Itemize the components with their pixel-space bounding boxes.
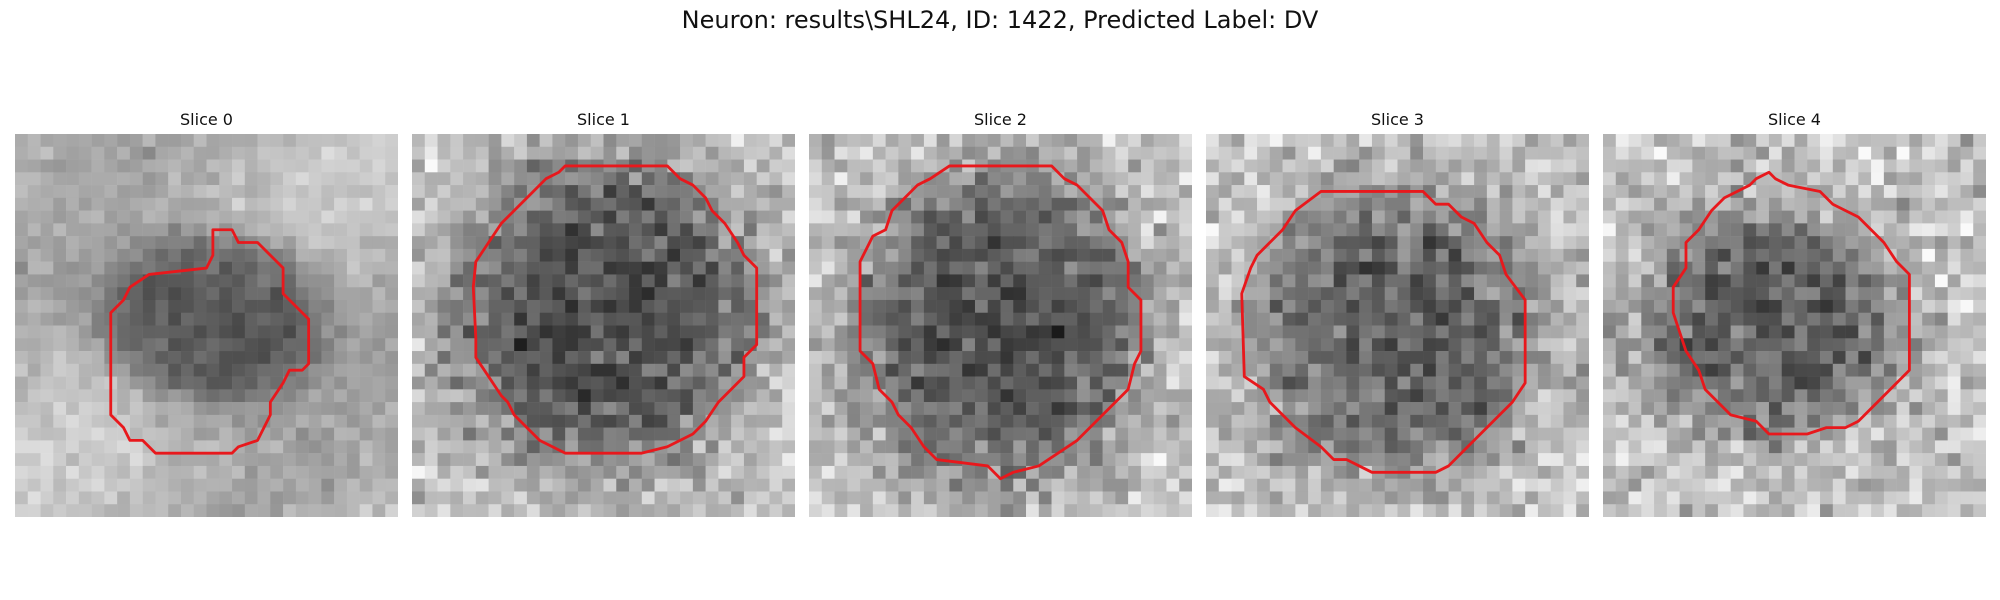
slice-image: [1206, 134, 1589, 517]
slice-panel-0: Slice 0: [15, 110, 398, 517]
slice-title: Slice 3: [1371, 110, 1424, 129]
slice-image: [809, 134, 1192, 517]
roi-contour: [1240, 190, 1527, 474]
slice-image: [1603, 134, 1986, 517]
roi-contour: [471, 164, 759, 455]
roi-contour: [1671, 170, 1911, 436]
slice-image: [15, 134, 398, 517]
roi-contour: [858, 164, 1143, 481]
slice-title: Slice 4: [1768, 110, 1821, 129]
slice-title: Slice 2: [974, 110, 1027, 129]
slice-panel-3: Slice 3: [1206, 110, 1589, 517]
figure-title: Neuron: results\SHL24, ID: 1422, Predict…: [681, 6, 1319, 34]
slice-panel-4: Slice 4: [1603, 110, 1986, 517]
slice-panel-2: Slice 2: [809, 110, 1192, 517]
slice-panel-1: Slice 1: [412, 110, 795, 517]
roi-contour: [109, 228, 311, 455]
slice-title: Slice 0: [180, 110, 233, 129]
slice-image: [412, 134, 795, 517]
slice-title: Slice 1: [577, 110, 630, 129]
